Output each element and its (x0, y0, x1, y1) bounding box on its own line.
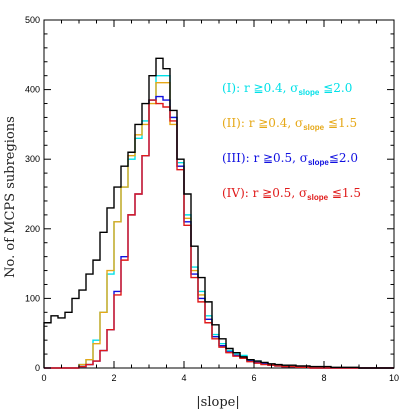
y-tick-label: 300 (25, 154, 40, 164)
x-tick-label: 0 (41, 373, 46, 383)
series-line-5 (43, 57, 394, 369)
legend-entry-4: (IV): r ≧0.5, σslope ≦1.5 (222, 186, 361, 202)
y-tick-label: 0 (35, 363, 40, 373)
x-tick-label: 10 (389, 373, 399, 383)
x-tick-label: 8 (321, 373, 326, 383)
y-tick-label: 500 (25, 15, 40, 25)
legend-entry-2: (II): r ≧0.4, σslope ≦1.5 (222, 116, 357, 132)
x-tick-label: 2 (111, 373, 116, 383)
x-tick-label: 6 (251, 373, 256, 383)
legend-entry-1: (I): r ≧0.4, σslope ≦2.0 (222, 81, 352, 97)
x-tick-label: 4 (181, 373, 186, 383)
y-tick-label: 200 (25, 224, 40, 234)
legend: (I): r ≧0.4, σslope ≦2.0 (II): r ≧0.4, σs… (222, 81, 361, 202)
y-tick-label: 100 (25, 293, 40, 303)
y-axis-label: No. of MCPS subregions (3, 116, 18, 278)
x-axis-label: |slope| (196, 395, 239, 410)
legend-entry-3: (III): r ≧0.5, σslope≦2.0 (222, 151, 358, 167)
y-tick-label: 400 (25, 85, 40, 95)
